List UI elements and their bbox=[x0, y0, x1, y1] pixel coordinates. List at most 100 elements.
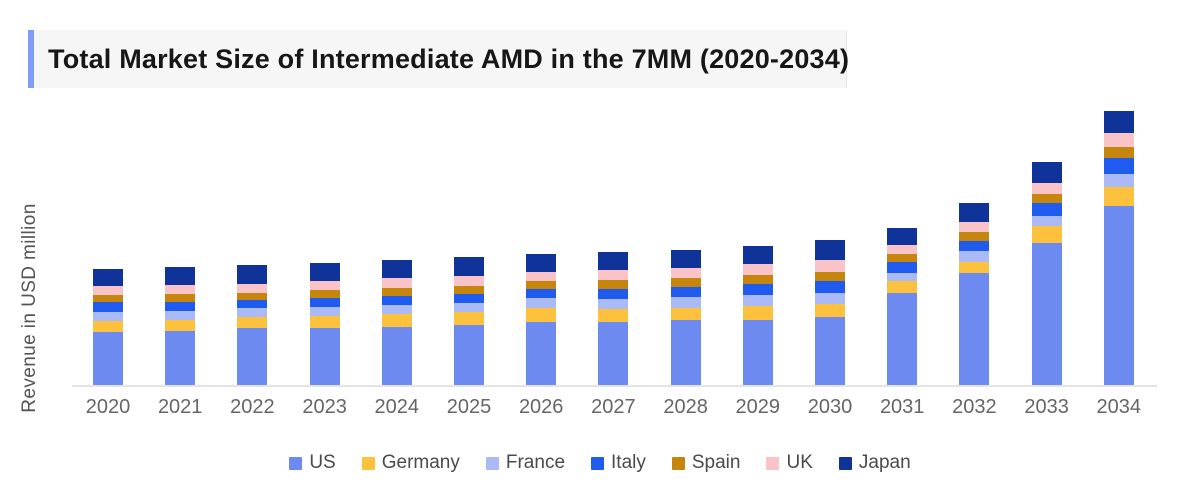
bar-segment-us-2024[interactable] bbox=[381, 327, 412, 385]
bar-segment-uk-2027[interactable] bbox=[598, 270, 629, 280]
bar-segment-germany-2020[interactable] bbox=[93, 321, 123, 332]
bar-2030[interactable] bbox=[815, 240, 845, 385]
bar-segment-france-2021[interactable] bbox=[165, 311, 196, 320]
bar-segment-italy-2029[interactable] bbox=[742, 284, 773, 295]
bar-segment-germany-2034[interactable] bbox=[1103, 187, 1134, 206]
bar-segment-germany-2029[interactable] bbox=[742, 306, 773, 320]
bar-segment-france-2030[interactable] bbox=[815, 293, 845, 304]
bar-segment-spain-2032[interactable] bbox=[959, 232, 990, 241]
bar-segment-japan-2034[interactable] bbox=[1103, 111, 1134, 133]
bar-segment-france-2025[interactable] bbox=[454, 303, 484, 312]
bar-segment-japan-2024[interactable] bbox=[381, 260, 412, 278]
bar-segment-uk-2024[interactable] bbox=[381, 278, 412, 288]
bar-segment-italy-2021[interactable] bbox=[165, 302, 196, 311]
legend-item-uk[interactable]: UK bbox=[766, 452, 813, 474]
bar-segment-france-2027[interactable] bbox=[598, 299, 629, 309]
bar-segment-germany-2032[interactable] bbox=[959, 262, 990, 273]
bar-segment-spain-2034[interactable] bbox=[1103, 147, 1134, 158]
bar-2025[interactable] bbox=[454, 257, 484, 385]
bar-segment-italy-2031[interactable] bbox=[887, 262, 918, 273]
bar-segment-japan-2023[interactable] bbox=[309, 263, 340, 281]
legend-item-germany[interactable]: Germany bbox=[361, 452, 460, 474]
bar-segment-spain-2027[interactable] bbox=[598, 280, 629, 289]
bar-segment-germany-2022[interactable] bbox=[237, 317, 268, 328]
bar-2020[interactable] bbox=[93, 269, 123, 385]
bar-segment-us-2028[interactable] bbox=[670, 320, 701, 385]
bar-segment-germany-2021[interactable] bbox=[165, 320, 196, 331]
bar-segment-uk-2020[interactable] bbox=[93, 286, 123, 295]
bar-segment-japan-2031[interactable] bbox=[887, 228, 918, 245]
bar-segment-france-2020[interactable] bbox=[93, 312, 123, 321]
bar-segment-uk-2026[interactable] bbox=[526, 272, 557, 281]
bar-2024[interactable] bbox=[381, 260, 412, 385]
bar-segment-uk-2030[interactable] bbox=[815, 260, 845, 272]
bar-segment-japan-2020[interactable] bbox=[93, 269, 123, 286]
bar-segment-us-2029[interactable] bbox=[742, 320, 773, 385]
bar-segment-us-2026[interactable] bbox=[526, 322, 557, 385]
bar-segment-italy-2020[interactable] bbox=[93, 302, 123, 312]
bar-segment-france-2028[interactable] bbox=[670, 297, 701, 308]
bar-segment-germany-2025[interactable] bbox=[454, 312, 484, 325]
bar-segment-us-2025[interactable] bbox=[454, 325, 484, 385]
bar-segment-spain-2020[interactable] bbox=[93, 295, 123, 302]
bar-segment-uk-2029[interactable] bbox=[742, 264, 773, 275]
bar-segment-japan-2029[interactable] bbox=[742, 246, 773, 264]
bar-segment-spain-2025[interactable] bbox=[454, 286, 484, 294]
bar-segment-us-2020[interactable] bbox=[93, 332, 123, 385]
bar-segment-us-2023[interactable] bbox=[309, 328, 340, 385]
bar-segment-spain-2030[interactable] bbox=[815, 272, 845, 281]
bar-segment-spain-2026[interactable] bbox=[526, 281, 557, 289]
bar-segment-us-2034[interactable] bbox=[1103, 206, 1134, 385]
bar-segment-italy-2023[interactable] bbox=[309, 298, 340, 307]
legend-item-us[interactable]: US bbox=[289, 452, 336, 474]
bar-segment-germany-2023[interactable] bbox=[309, 316, 340, 328]
bar-segment-italy-2022[interactable] bbox=[237, 300, 268, 308]
bar-2021[interactable] bbox=[165, 267, 196, 385]
bar-segment-italy-2024[interactable] bbox=[381, 296, 412, 305]
bar-segment-us-2031[interactable] bbox=[887, 293, 918, 385]
bar-segment-japan-2030[interactable] bbox=[815, 240, 845, 260]
bar-segment-germany-2031[interactable] bbox=[887, 281, 918, 293]
legend-item-japan[interactable]: Japan bbox=[838, 452, 911, 474]
bar-segment-spain-2029[interactable] bbox=[742, 275, 773, 284]
bar-segment-us-2022[interactable] bbox=[237, 328, 268, 385]
bar-segment-us-2030[interactable] bbox=[815, 317, 845, 385]
bar-segment-uk-2023[interactable] bbox=[309, 281, 340, 290]
legend-item-france[interactable]: France bbox=[485, 452, 565, 474]
bar-segment-japan-2027[interactable] bbox=[598, 252, 629, 270]
bar-segment-japan-2028[interactable] bbox=[670, 250, 701, 268]
bar-segment-germany-2026[interactable] bbox=[526, 308, 557, 322]
bar-2034[interactable] bbox=[1103, 111, 1134, 385]
bar-segment-france-2026[interactable] bbox=[526, 298, 557, 308]
bar-2027[interactable] bbox=[598, 252, 629, 385]
bar-segment-italy-2034[interactable] bbox=[1103, 158, 1134, 174]
bar-2022[interactable] bbox=[237, 265, 268, 385]
bar-segment-uk-2033[interactable] bbox=[1031, 183, 1062, 194]
bar-segment-uk-2028[interactable] bbox=[670, 268, 701, 278]
bar-segment-uk-2031[interactable] bbox=[887, 245, 918, 254]
bar-2028[interactable] bbox=[670, 250, 701, 385]
bar-segment-japan-2022[interactable] bbox=[237, 265, 268, 284]
bar-segment-spain-2024[interactable] bbox=[381, 288, 412, 296]
bar-segment-germany-2033[interactable] bbox=[1031, 226, 1062, 243]
bar-segment-spain-2031[interactable] bbox=[887, 254, 918, 262]
bar-segment-france-2031[interactable] bbox=[887, 273, 918, 281]
bar-segment-france-2029[interactable] bbox=[742, 295, 773, 306]
bar-segment-japan-2033[interactable] bbox=[1031, 162, 1062, 183]
bar-segment-france-2032[interactable] bbox=[959, 251, 990, 262]
legend-item-italy[interactable]: Italy bbox=[591, 452, 646, 474]
bar-2032[interactable] bbox=[959, 203, 990, 385]
bar-segment-japan-2025[interactable] bbox=[454, 257, 484, 276]
bar-segment-italy-2026[interactable] bbox=[526, 289, 557, 298]
bar-segment-uk-2022[interactable] bbox=[237, 284, 268, 293]
bar-segment-japan-2032[interactable] bbox=[959, 203, 990, 222]
bar-segment-uk-2034[interactable] bbox=[1103, 133, 1134, 147]
bar-segment-italy-2033[interactable] bbox=[1031, 203, 1062, 216]
bar-2029[interactable] bbox=[742, 246, 773, 385]
bar-segment-us-2033[interactable] bbox=[1031, 243, 1062, 385]
bar-2031[interactable] bbox=[887, 228, 918, 385]
bar-segment-france-2024[interactable] bbox=[381, 305, 412, 314]
bar-segment-italy-2032[interactable] bbox=[959, 241, 990, 251]
bar-segment-germany-2027[interactable] bbox=[598, 309, 629, 322]
bar-2026[interactable] bbox=[526, 254, 557, 385]
